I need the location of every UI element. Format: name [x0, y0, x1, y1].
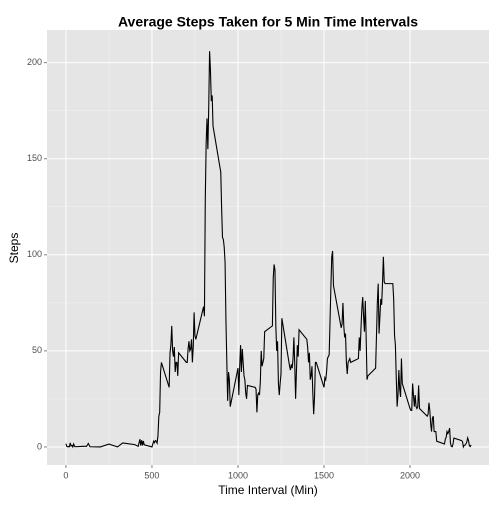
y-tick-label: 100 — [27, 249, 42, 259]
plot-panel — [47, 30, 489, 465]
x-tick-label: 1500 — [314, 470, 334, 480]
y-tick-label: 200 — [27, 57, 42, 67]
x-tick-label: 0 — [63, 470, 68, 480]
chart-title: Average Steps Taken for 5 Min Time Inter… — [118, 14, 418, 30]
y-axis-label: Steps — [7, 233, 21, 264]
y-tick-label: 150 — [27, 153, 42, 163]
x-tick-label: 500 — [144, 470, 159, 480]
x-tick-label: 1000 — [228, 470, 248, 480]
y-tick-label: 0 — [37, 441, 42, 451]
y-tick-label: 50 — [32, 345, 42, 355]
data-line — [65, 51, 472, 449]
x-axis-label: Time Interval (Min) — [218, 483, 318, 497]
x-tick-label: 2000 — [400, 470, 420, 480]
